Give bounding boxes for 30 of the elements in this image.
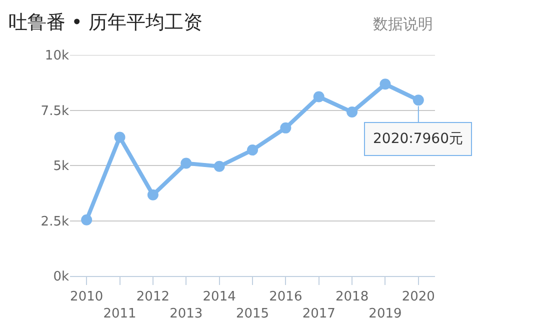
y-tick-label: 10k [44, 48, 70, 64]
y-tick-label: 0k [53, 270, 70, 285]
y-tick-label: 2.5k [40, 214, 70, 230]
point [81, 214, 92, 226]
x-tick-label: 2011 [103, 306, 136, 322]
x-tick-label: 2015 [236, 306, 270, 322]
point [280, 122, 292, 134]
point [313, 91, 324, 102]
x-tick-label: 2019 [368, 306, 402, 322]
point [114, 132, 126, 143]
point [214, 160, 225, 172]
y-tick-label: 7.5k [40, 104, 70, 119]
x-tick-label: 2020 [402, 290, 435, 305]
point [380, 78, 391, 90]
chart-title: 吐鲁番 • 历年平均工资 [8, 11, 203, 34]
y-tick-label: 5k [53, 159, 70, 174]
x-tick-label: 2018 [336, 290, 369, 305]
point [147, 189, 158, 200]
point [247, 144, 258, 156]
annotation: 2020:7960元 [373, 131, 463, 147]
x-tick-label: 2012 [136, 290, 170, 305]
point [180, 158, 192, 169]
x-tick-label: 2017 [302, 306, 336, 322]
text: 数据说明 [373, 15, 433, 33]
point [346, 106, 358, 118]
point [412, 94, 424, 106]
x-tick-label: 2014 [202, 290, 236, 305]
x-tick-label: 2010 [70, 290, 104, 305]
x-tick-label: 2016 [269, 290, 302, 305]
x-tick-label: 2013 [170, 306, 203, 322]
